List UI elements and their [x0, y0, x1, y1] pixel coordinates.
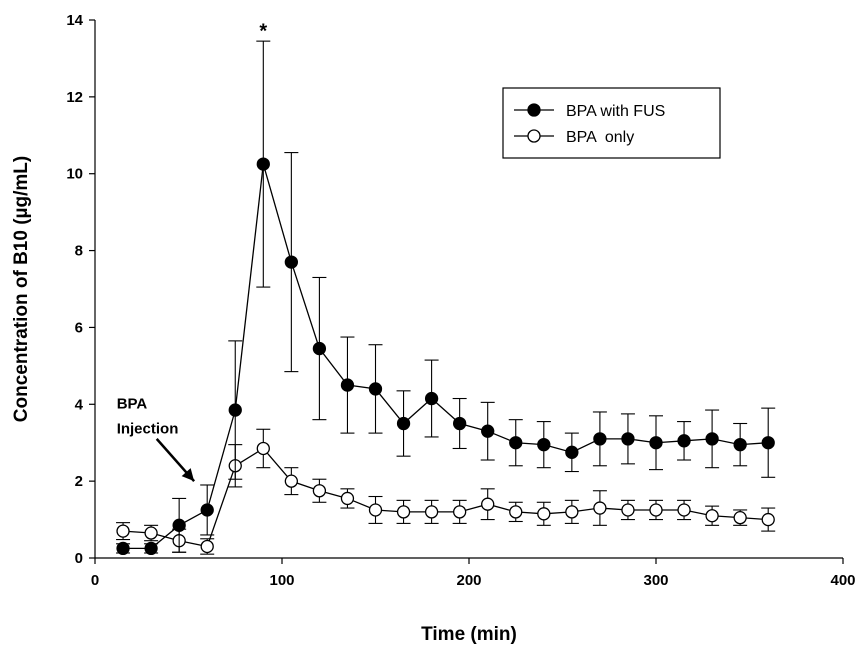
data-point: [761, 512, 775, 527]
data-point: [116, 541, 130, 556]
data-point: [761, 436, 775, 450]
data-point: [368, 382, 383, 396]
data-point: [452, 505, 467, 519]
data-point: [424, 505, 439, 519]
plot-area: [116, 40, 776, 556]
data-point: [396, 505, 411, 519]
legend-box: [502, 87, 721, 159]
y-tick-label: 10: [66, 166, 83, 183]
legend-label: BPA only: [566, 129, 634, 146]
data-point: [368, 503, 383, 517]
data-point: [312, 484, 327, 498]
y-tick-label: 4: [75, 396, 84, 413]
data-point: [200, 503, 214, 517]
y-tick-label: 2: [75, 473, 83, 490]
data-point: [144, 541, 158, 556]
data-point: [424, 391, 439, 406]
data-point: [509, 505, 523, 519]
legend: BPA with FUS BPA only: [502, 87, 721, 159]
y-tick-label: 8: [75, 243, 83, 260]
data-point: [705, 432, 719, 446]
legend-marker: [527, 129, 541, 143]
legend-marker: [527, 103, 541, 117]
annotations: * BPA Injection: [117, 21, 267, 482]
data-point: [144, 526, 158, 540]
data-point: [593, 501, 607, 515]
data-point: [677, 434, 691, 448]
data-point: [705, 509, 719, 523]
x-tick-label: 300: [643, 572, 668, 589]
annotation-label: BPA: [117, 395, 148, 412]
data-point: [733, 437, 747, 452]
data-point: [565, 505, 579, 519]
series-line: [123, 163, 769, 550]
y-axis-title: Concentration of B10 (µg/mL): [11, 156, 32, 422]
data-point: [228, 403, 242, 417]
data-point: [481, 424, 495, 438]
data-point: [621, 503, 635, 517]
data-point: [116, 524, 130, 538]
y-tick-label: 6: [75, 319, 83, 336]
series-bpa-only: [116, 428, 776, 555]
x-tick-label: 200: [456, 572, 481, 589]
data-point: [172, 518, 186, 532]
data-point: [256, 441, 270, 456]
injection-arrow-head: [181, 468, 195, 482]
data-point: [256, 157, 270, 171]
data-point: [340, 491, 355, 506]
data-point: [677, 503, 691, 517]
annotation-label: Injection: [117, 420, 179, 437]
data-point: [452, 416, 467, 431]
data-point: [509, 436, 523, 450]
series-bpa-with-fus: [116, 40, 776, 556]
data-point: [537, 507, 551, 521]
data-point: [340, 378, 355, 392]
legend-label: BPA with FUS: [566, 103, 665, 120]
data-point: [284, 474, 299, 488]
data-point: [312, 341, 327, 356]
x-tick-label: 400: [830, 572, 855, 589]
significance-marker: *: [259, 21, 267, 43]
data-point: [649, 436, 663, 450]
data-point: [593, 432, 607, 446]
y-tick-label: 14: [66, 12, 83, 29]
data-point: [565, 445, 579, 459]
data-point: [396, 416, 411, 431]
data-point: [537, 437, 551, 452]
axes: 0 100 200 300 400 0 2 4 6 8 10 12 14: [66, 12, 855, 589]
data-point: [733, 511, 747, 525]
data-point: [284, 255, 299, 269]
data-point: [481, 497, 495, 511]
data-point: [649, 503, 663, 517]
y-tick-label: 12: [66, 89, 83, 106]
x-tick-label: 0: [91, 572, 99, 589]
data-point: [621, 432, 635, 446]
x-tick-label: 100: [269, 572, 294, 589]
data-point: [200, 539, 214, 554]
x-axis-title: Time (min): [421, 624, 517, 645]
y-tick-label: 0: [75, 550, 83, 567]
